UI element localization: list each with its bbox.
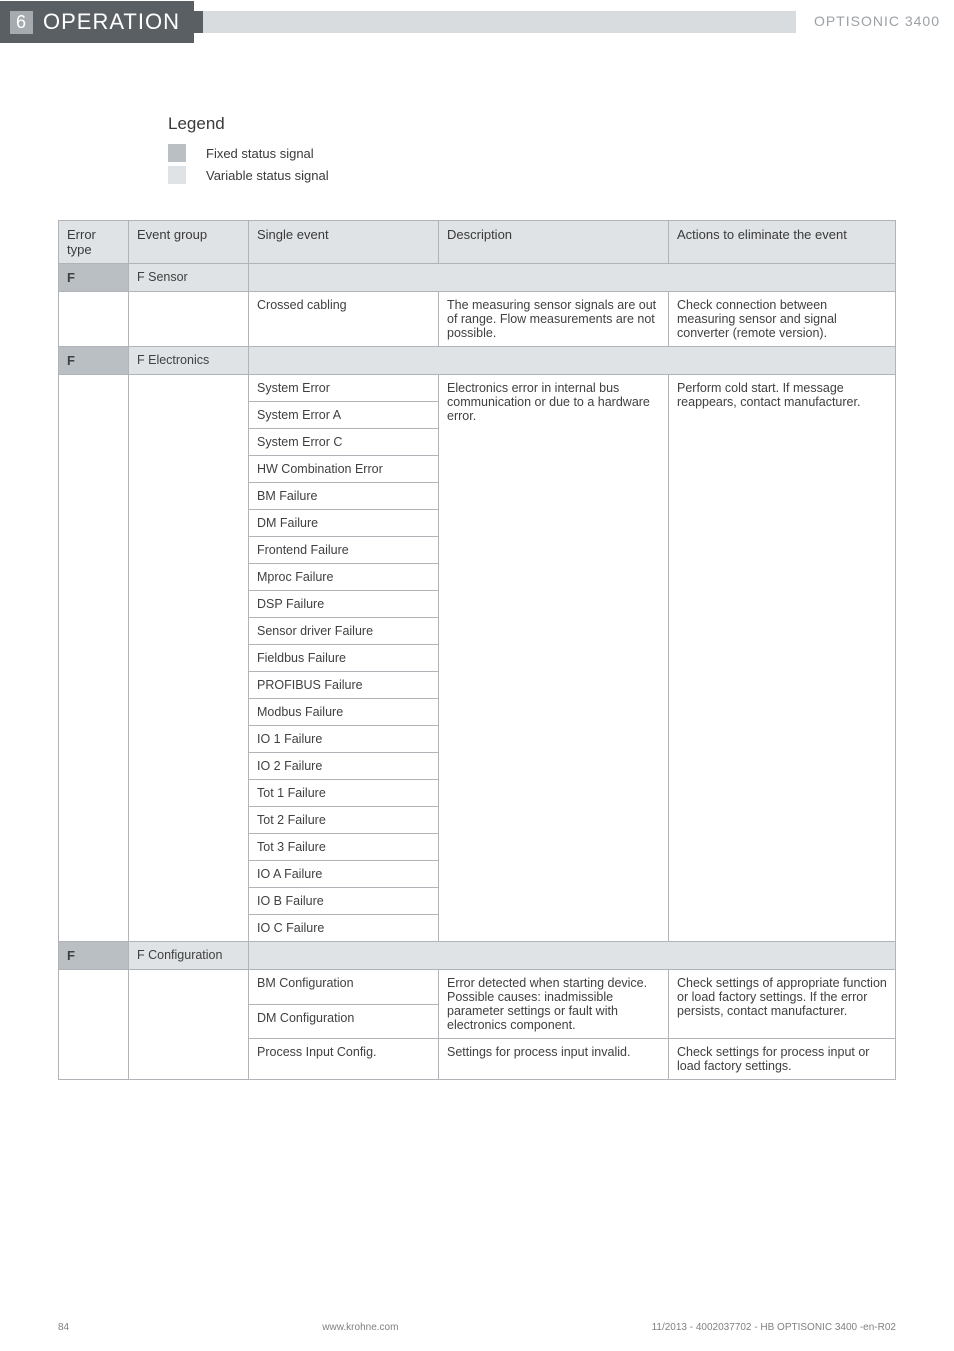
single-event-cell: IO 1 Failure — [249, 726, 439, 753]
footer-ref: 11/2013 - 4002037702 - HB OPTISONIC 3400… — [652, 1322, 896, 1333]
desc-cell: The measuring sensor signals are out of … — [439, 292, 669, 347]
th-single-event: Single event — [249, 221, 439, 264]
table-row: System Error Electronics error in intern… — [59, 375, 896, 402]
error-table: Error type Event group Single event Desc… — [58, 220, 896, 1080]
desc-cell: Electronics error in internal bus commun… — [439, 375, 669, 942]
group-header-row: F F Electronics — [59, 347, 896, 375]
action-cell: Check connection between measuring senso… — [669, 292, 896, 347]
table-row: Crossed cabling The measuring sensor sig… — [59, 292, 896, 347]
desc-cell: Settings for process input invalid. — [439, 1039, 669, 1080]
th-description: Description — [439, 221, 669, 264]
footer-url: www.krohne.com — [322, 1322, 398, 1333]
single-event-cell: System Error A — [249, 402, 439, 429]
single-event-cell: DM Failure — [249, 510, 439, 537]
legend-list: Fixed status signal Variable status sign… — [168, 144, 896, 184]
group-cell: F Configuration — [129, 942, 249, 970]
group-cell: F Electronics — [129, 347, 249, 375]
group-cell-empty — [129, 375, 249, 942]
product-name: OPTISONIC 3400 — [796, 13, 954, 29]
group-spacer — [249, 942, 896, 970]
single-event-cell: HW Combination Error — [249, 456, 439, 483]
flag-cell: F — [59, 942, 129, 970]
group-header-row: F F Sensor — [59, 264, 896, 292]
flag-cell: F — [59, 347, 129, 375]
legend-label-variable: Variable status signal — [206, 168, 329, 183]
single-event-cell: Tot 1 Failure — [249, 780, 439, 807]
single-event-cell: System Error C — [249, 429, 439, 456]
group-spacer — [249, 347, 896, 375]
th-actions: Actions to eliminate the event — [669, 221, 896, 264]
single-event-cell: IO 2 Failure — [249, 753, 439, 780]
section-title: OPERATION — [43, 9, 180, 35]
single-event-cell: PROFIBUS Failure — [249, 672, 439, 699]
single-event-cell: Tot 2 Failure — [249, 807, 439, 834]
action-cell: Perform cold start. If message reappears… — [669, 375, 896, 942]
legend-heading: Legend — [168, 114, 896, 134]
single-event-cell: System Error — [249, 375, 439, 402]
single-event-cell: Mproc Failure — [249, 564, 439, 591]
legend-swatch-variable — [168, 166, 186, 184]
single-event-cell: IO A Failure — [249, 861, 439, 888]
action-cell: Check settings of appropriate function o… — [669, 970, 896, 1039]
table-row: BM Configuration Error detected when sta… — [59, 970, 896, 1005]
single-event-cell: Sensor driver Failure — [249, 618, 439, 645]
single-event-cell: Frontend Failure — [249, 537, 439, 564]
single-event-cell: DSP Failure — [249, 591, 439, 618]
group-spacer — [249, 264, 896, 292]
type-cell — [59, 970, 129, 1080]
single-event-cell: IO C Failure — [249, 915, 439, 942]
single-event-cell: Tot 3 Failure — [249, 834, 439, 861]
content-area: Legend Fixed status signal Variable stat… — [0, 44, 954, 1080]
page-header: 6 OPERATION OPTISONIC 3400 — [0, 0, 954, 44]
desc-cell: Error detected when starting device. Pos… — [439, 970, 669, 1039]
group-cell-empty — [129, 970, 249, 1080]
page-footer: 84 www.krohne.com 11/2013 - 4002037702 -… — [0, 1322, 954, 1333]
single-event-cell: DM Configuration — [249, 1004, 439, 1039]
th-error-type: Error type — [59, 221, 129, 264]
single-event-cell: Crossed cabling — [249, 292, 439, 347]
single-event-cell: IO B Failure — [249, 888, 439, 915]
header-divider — [194, 11, 796, 33]
legend-label-fixed: Fixed status signal — [206, 146, 314, 161]
action-cell: Check settings for process input or load… — [669, 1039, 896, 1080]
legend-item-fixed: Fixed status signal — [168, 144, 896, 162]
legend-swatch-fixed — [168, 144, 186, 162]
page-number: 84 — [58, 1322, 69, 1333]
th-event-group: Event group — [129, 221, 249, 264]
flag-cell: F — [59, 264, 129, 292]
legend-item-variable: Variable status signal — [168, 166, 896, 184]
single-event-cell: Modbus Failure — [249, 699, 439, 726]
single-event-cell: BM Failure — [249, 483, 439, 510]
group-cell-empty — [129, 292, 249, 347]
group-header-row: F F Configuration — [59, 942, 896, 970]
section-title-block: 6 OPERATION — [0, 1, 194, 43]
single-event-cell: Process Input Config. — [249, 1039, 439, 1080]
type-cell — [59, 375, 129, 942]
group-cell: F Sensor — [129, 264, 249, 292]
type-cell — [59, 292, 129, 347]
table-header-row: Error type Event group Single event Desc… — [59, 221, 896, 264]
section-number: 6 — [10, 11, 33, 34]
single-event-cell: BM Configuration — [249, 970, 439, 1005]
table-body: F F Sensor Crossed cabling The measuring… — [59, 264, 896, 1080]
single-event-cell: Fieldbus Failure — [249, 645, 439, 672]
